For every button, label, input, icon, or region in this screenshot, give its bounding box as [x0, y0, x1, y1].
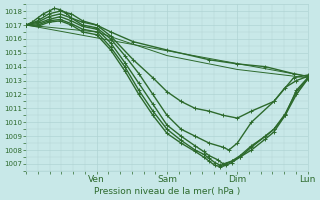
X-axis label: Pression niveau de la mer( hPa ): Pression niveau de la mer( hPa )	[94, 187, 240, 196]
